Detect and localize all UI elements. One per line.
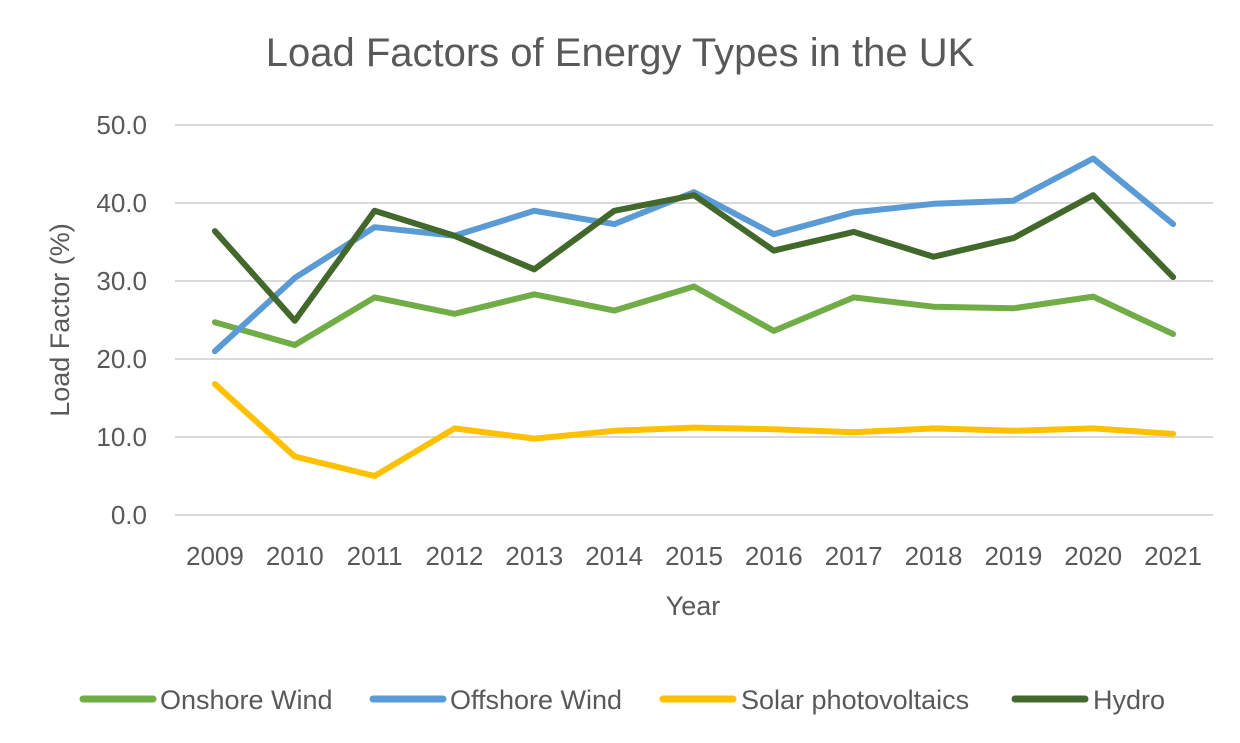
data-point-hydro	[693, 194, 695, 196]
x-axis-ticks: 2009 2010 2011 2012 2013 2014 2015 2016 2017 2018…	[186, 541, 1202, 571]
data-point-hydro	[294, 320, 296, 322]
data-point-solar-photovoltaics	[933, 427, 935, 429]
legend-item-onshore-wind: Onshore Wind	[79, 685, 333, 715]
data-point-solar-photovoltaics	[1092, 427, 1094, 429]
data-point-offshore-wind	[773, 233, 775, 235]
series-line-hydro	[211, 192, 1177, 324]
data-point-solar-photovoltaics	[533, 438, 535, 440]
data-point-offshore-wind	[933, 203, 935, 205]
x-tick-label: 2009	[186, 541, 244, 571]
series-lines	[211, 155, 1177, 479]
data-point-solar-photovoltaics	[294, 456, 296, 457]
data-point-hydro	[214, 230, 216, 232]
y-axis-label: Load Factor (%)	[45, 223, 75, 417]
legend-item-offshore-wind: Offshore Wind	[369, 685, 622, 715]
y-tick-label: 40.0	[96, 188, 147, 218]
data-point-onshore-wind	[693, 285, 695, 287]
x-tick-label: 2021	[1144, 541, 1202, 571]
series-line-onshore-wind	[211, 283, 1177, 348]
data-point-hydro	[933, 256, 935, 258]
data-point-solar-photovoltaics	[1012, 430, 1014, 432]
x-tick-label: 2016	[745, 541, 803, 571]
data-point-offshore-wind	[613, 223, 615, 225]
series-line-solar-photovoltaics	[211, 381, 1177, 479]
data-point-solar-photovoltaics	[374, 475, 376, 477]
x-tick-label: 2020	[1064, 541, 1122, 571]
data-point-solar-photovoltaics	[773, 428, 775, 430]
legend-item-solar-photovoltaics: Solar photovoltaics	[659, 685, 969, 715]
data-point-offshore-wind	[1092, 158, 1094, 160]
chart-title: Load Factors of Energy Types in the UK	[266, 31, 975, 75]
x-tick-label: 2019	[984, 541, 1042, 571]
y-tick-label: 20.0	[96, 344, 147, 374]
series-line-offshore-wind	[211, 155, 1177, 355]
x-tick-label: 2018	[905, 541, 963, 571]
data-point-hydro	[1172, 276, 1174, 278]
data-point-onshore-wind	[1012, 307, 1014, 309]
y-tick-label: 50.0	[96, 110, 147, 140]
y-axis-ticks: 0.0 10.0 20.0 30.0 40.0 50.0	[96, 110, 147, 530]
data-point-solar-photovoltaics	[853, 431, 855, 433]
data-point-solar-photovoltaics	[613, 430, 615, 432]
data-point-offshore-wind	[294, 277, 296, 279]
legend: Onshore Wind Offshore Wind Solar photovolt…	[79, 685, 1165, 715]
x-tick-label: 2014	[585, 541, 643, 571]
data-point-onshore-wind	[453, 313, 455, 315]
data-point-onshore-wind	[1172, 333, 1174, 335]
data-point-onshore-wind	[853, 296, 855, 298]
data-point-offshore-wind	[214, 350, 216, 352]
data-point-hydro	[1092, 194, 1094, 196]
data-point-onshore-wind	[1092, 296, 1094, 298]
legend-label: Solar photovoltaics	[741, 685, 969, 715]
x-tick-label: 2013	[505, 541, 563, 571]
data-point-hydro	[1012, 237, 1014, 239]
x-axis-label: Year	[666, 591, 721, 621]
data-point-hydro	[533, 268, 535, 270]
data-point-offshore-wind	[1172, 223, 1174, 225]
legend-label: Hydro	[1093, 685, 1165, 715]
x-tick-label: 2010	[266, 541, 324, 571]
data-point-offshore-wind	[1012, 200, 1014, 202]
data-point-hydro	[853, 231, 855, 233]
legend-label: Offshore Wind	[450, 685, 622, 715]
data-point-onshore-wind	[613, 310, 615, 312]
data-point-offshore-wind	[853, 211, 855, 213]
data-point-onshore-wind	[294, 344, 296, 346]
x-tick-label: 2011	[347, 541, 403, 571]
legend-item-hydro: Hydro	[1011, 685, 1165, 715]
data-point-solar-photovoltaics	[693, 427, 695, 429]
data-point-hydro	[773, 250, 775, 252]
gridlines	[175, 124, 1213, 516]
data-point-hydro	[453, 235, 455, 237]
data-point-onshore-wind	[214, 321, 216, 323]
data-point-hydro	[613, 210, 615, 212]
data-point-solar-photovoltaics	[214, 383, 216, 385]
y-tick-label: 0.0	[111, 500, 147, 530]
data-point-onshore-wind	[533, 293, 535, 295]
data-point-solar-photovoltaics	[1172, 433, 1174, 435]
x-tick-label: 2012	[426, 541, 484, 571]
data-point-offshore-wind	[374, 226, 376, 228]
data-point-onshore-wind	[933, 306, 935, 308]
data-point-offshore-wind	[533, 210, 535, 212]
data-point-onshore-wind	[773, 330, 775, 332]
x-tick-label: 2017	[825, 541, 883, 571]
x-tick-label: 2015	[665, 541, 723, 571]
legend-label: Onshore Wind	[160, 685, 333, 715]
y-tick-label: 10.0	[96, 422, 147, 452]
data-point-solar-photovoltaics	[453, 427, 455, 429]
data-point-hydro	[374, 210, 376, 212]
y-tick-label: 30.0	[96, 266, 147, 296]
data-point-onshore-wind	[374, 296, 376, 298]
